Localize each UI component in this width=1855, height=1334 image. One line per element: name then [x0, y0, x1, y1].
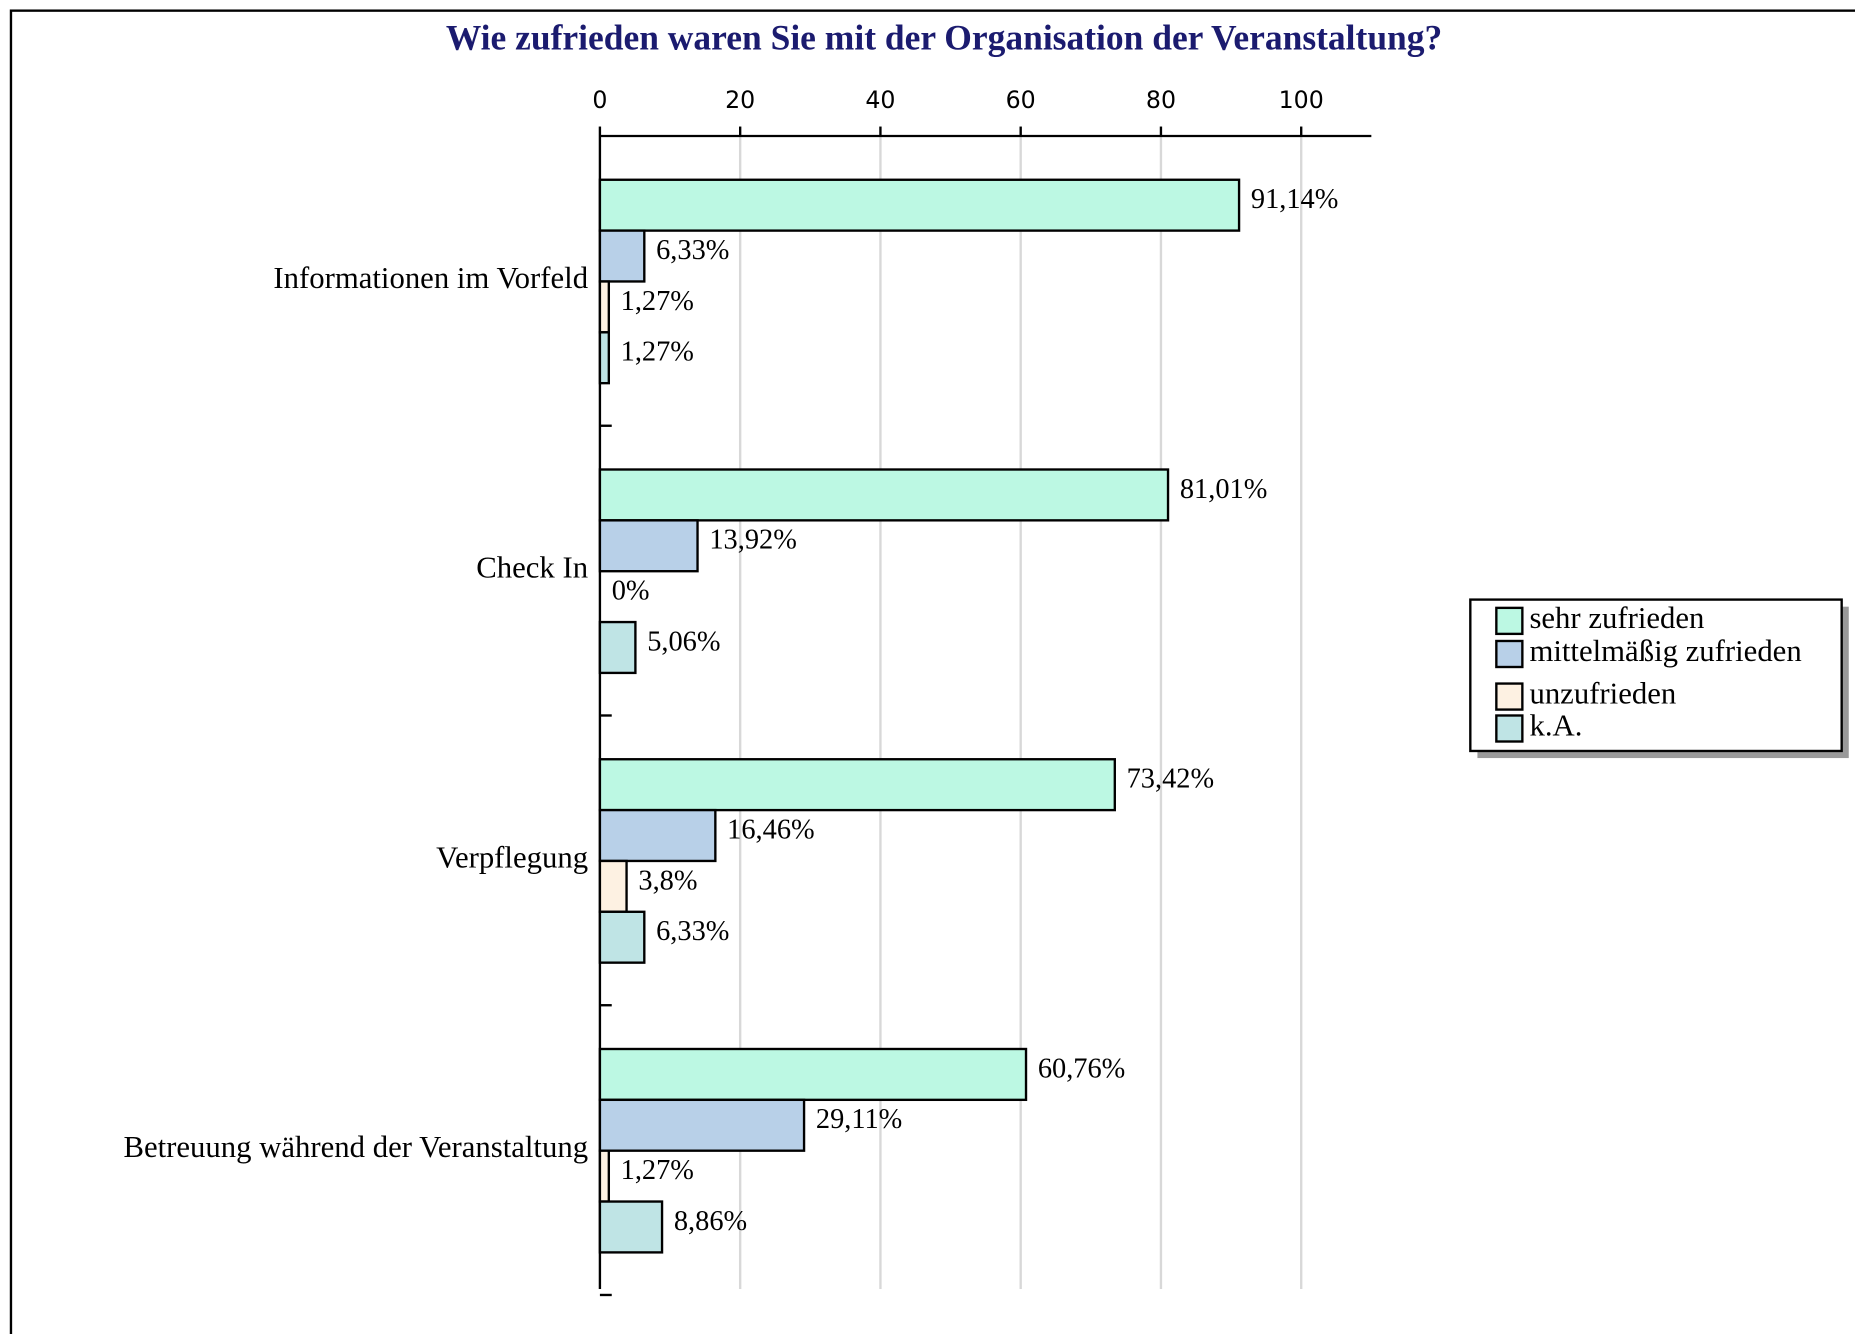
bar [598, 229, 646, 283]
bar [598, 620, 637, 675]
bar [598, 331, 611, 385]
y-tick-label: Informationen im Vorfeld [273, 261, 588, 295]
value-label: 29,11% [816, 1104, 902, 1135]
bar [598, 758, 1116, 812]
legend [1469, 598, 1843, 753]
legend-swatch [1495, 606, 1524, 636]
value-label: 1,27% [621, 1155, 694, 1186]
x-tick-label: 100 [1279, 86, 1324, 114]
bar [598, 280, 611, 334]
legend-swatch [1495, 639, 1524, 669]
value-label: 81,01% [1180, 474, 1267, 505]
value-label: 16,46% [727, 814, 814, 845]
bar [598, 1047, 1028, 1102]
bar [598, 1200, 664, 1254]
value-label: 3,8% [638, 865, 697, 896]
bar [598, 519, 699, 573]
y-tick-label: Betreuung während der Veranstaltung [124, 1130, 589, 1164]
bar [598, 859, 628, 913]
bar [598, 1149, 611, 1203]
value-label: 1,27% [621, 286, 694, 317]
value-label: 8,86% [674, 1206, 747, 1237]
plot: 0 20 40 60 80 100 Informationen im Vorfeld 91,1… [124, 86, 1849, 1297]
value-label: 6,33% [656, 235, 729, 266]
legend-label: mittelmäßig zufrieden [1529, 634, 1801, 668]
legend-swatch [1495, 682, 1524, 711]
bar [598, 910, 646, 964]
legend-label: sehr zufrieden [1529, 601, 1704, 635]
legend-label: k.A. [1529, 709, 1582, 743]
x-tick-label: 20 [725, 86, 755, 114]
value-label: 73,42% [1127, 764, 1214, 795]
value-label: 0% [612, 576, 650, 607]
chart-title: Wie zufrieden waren Sie mit der Organisa… [446, 18, 1442, 58]
bar [598, 808, 717, 863]
x-tick-label: 60 [1006, 86, 1036, 114]
bar [598, 468, 1170, 522]
bar [598, 1098, 806, 1152]
x-tick-label: 80 [1146, 86, 1176, 114]
value-label: 5,06% [647, 626, 720, 657]
value-label: 6,33% [656, 916, 729, 947]
legend-label: unzufrieden [1529, 677, 1676, 711]
y-tick-label: Check In [476, 551, 588, 585]
value-label: 91,14% [1251, 184, 1338, 215]
y-tick-label: Verpflegung [436, 840, 588, 874]
x-tick-label: 40 [865, 86, 895, 114]
value-label: 1,27% [621, 337, 694, 368]
legend-swatch [1495, 714, 1524, 743]
value-label: 60,76% [1038, 1053, 1125, 1084]
bar [598, 178, 1241, 232]
value-label: 13,92% [709, 525, 796, 556]
x-tick-label: 0 [592, 86, 607, 114]
